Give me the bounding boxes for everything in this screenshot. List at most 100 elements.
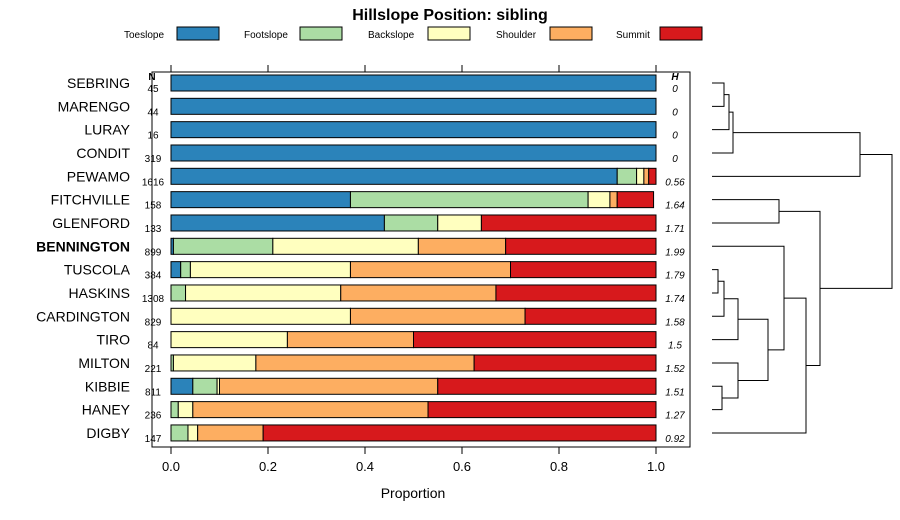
dendrogram-branch <box>738 318 769 381</box>
dendrogram-branch <box>820 153 893 289</box>
n-value-luray: 16 <box>147 131 159 142</box>
h-header: H <box>671 72 679 83</box>
legend: Toeslope Footslope Backslope Shoulder Summit <box>124 26 703 41</box>
bar-tiro-shoulder <box>286 331 414 349</box>
n-value-marengo: 44 <box>147 107 159 118</box>
dendrogram-branch <box>712 94 730 131</box>
h-value-tiro: 1.5 <box>668 341 682 352</box>
row-label-luray: LURAY <box>84 122 130 138</box>
row-label-haskins: HASKINS <box>69 285 130 301</box>
bar-bennington-backslope <box>272 237 419 255</box>
row-label-sebring: SEBRING <box>67 75 130 91</box>
x-tick-label: 0.4 <box>356 459 374 474</box>
bar-condit-toeslope <box>170 144 657 162</box>
legend-swatch-summit <box>659 26 703 41</box>
row-label-haney: HANEY <box>82 402 131 418</box>
n-value-fitchville: 158 <box>145 201 162 212</box>
row-label-glenford: GLENFORD <box>52 215 130 231</box>
x-tick-label: 0.2 <box>259 459 277 474</box>
dendrogram-branch <box>712 132 861 177</box>
bar-sebring-toeslope <box>170 74 657 92</box>
bar-cardington-backslope <box>170 307 351 325</box>
dendrogram <box>712 82 893 434</box>
n-value-bennington: 899 <box>145 247 162 258</box>
h-value-condit: 0 <box>672 154 678 165</box>
bar-tuscola-footslope <box>180 261 191 279</box>
bar-glenford-backslope <box>437 214 482 232</box>
dendrogram-branch <box>712 297 807 434</box>
h-value-haskins: 1.74 <box>665 294 685 305</box>
n-value-haney: 236 <box>145 411 162 422</box>
legend-label-toeslope: Toeslope <box>124 30 164 41</box>
dendrogram-branch <box>712 245 785 351</box>
dendrogram-branch <box>712 362 739 399</box>
legend-swatch-toeslope <box>176 26 220 41</box>
top-tick-marks <box>170 65 657 72</box>
bar-milton-backslope <box>172 354 257 372</box>
bar-fitchville-backslope <box>587 191 611 209</box>
bar-bennington-summit <box>505 237 657 255</box>
bar-cardington-summit <box>524 307 657 325</box>
bar-kibbie-footslope <box>192 377 218 395</box>
bar-fitchville-summit <box>616 191 655 209</box>
n-value-condit: 319 <box>145 154 162 165</box>
dendrogram-branch <box>720 111 734 154</box>
n-value-kibbie: 811 <box>145 387 161 398</box>
bar-digby-footslope <box>170 424 189 442</box>
legend-label-summit: Summit <box>616 30 650 41</box>
legend-label-footslope: Footslope <box>244 30 288 41</box>
bar-kibbie-summit <box>437 377 657 395</box>
h-value-haney: 1.27 <box>665 411 685 422</box>
h-value-digby: 0.92 <box>665 434 685 445</box>
bar-haskins-shoulder <box>340 284 497 302</box>
bar-milton-summit <box>473 354 657 372</box>
bar-glenford-summit <box>480 214 657 232</box>
x-tick-label: 1.0 <box>647 459 665 474</box>
bar-tuscola-summit <box>510 261 657 279</box>
bar-haney-shoulder <box>192 401 429 419</box>
bar-fitchville-shoulder <box>609 191 618 209</box>
bar-pewamo-summit <box>648 167 657 185</box>
legend-swatch-footslope <box>299 26 343 41</box>
row-label-tuscola: TUSCOLA <box>64 262 131 278</box>
bar-bennington-footslope <box>172 237 274 255</box>
x-axis: 0.0 0.2 0.4 0.6 0.8 1.0 <box>162 447 665 474</box>
h-value-marengo: 0 <box>672 107 678 118</box>
chart-title: Hillslope Position: sibling <box>352 7 548 24</box>
bar-cardington-shoulder <box>349 307 526 325</box>
row-label-tiro: TIRO <box>97 332 131 348</box>
bar-milton-shoulder <box>255 354 475 372</box>
n-value-digby: 147 <box>145 434 162 445</box>
x-tick-label: 0.8 <box>550 459 568 474</box>
bar-tiro-backslope <box>170 331 288 349</box>
bar-haney-footslope <box>170 401 179 419</box>
rows: SEBRING 45 0 MARENGO 44 0 LURAY 16 0 CONDIT 319 0 PE… <box>36 74 685 445</box>
bar-glenford-toeslope <box>170 214 385 232</box>
n-header: N <box>148 72 155 83</box>
bar-bennington-shoulder <box>417 237 507 255</box>
h-value-tuscola: 1.79 <box>665 271 685 282</box>
h-value-pewamo: 0.56 <box>665 177 685 188</box>
bar-pewamo-shoulder <box>643 167 650 185</box>
row-label-cardington: CARDINGTON <box>36 308 130 324</box>
dendrogram-branch <box>712 199 780 224</box>
h-value-milton: 1.52 <box>665 364 685 375</box>
bar-tuscola-shoulder <box>349 261 512 279</box>
bar-pewamo-toeslope <box>170 167 618 185</box>
bar-digby-backslope <box>187 424 199 442</box>
legend-label-backslope: Backslope <box>368 30 415 41</box>
h-value-cardington: 1.58 <box>665 317 685 328</box>
bar-tuscola-toeslope <box>170 261 182 279</box>
bar-haskins-summit <box>495 284 657 302</box>
row-label-marengo: MARENGO <box>58 98 130 114</box>
row-label-fitchville: FITCHVILLE <box>51 192 130 208</box>
bar-fitchville-toeslope <box>170 191 351 209</box>
n-value-glenford: 133 <box>145 224 162 235</box>
bar-tuscola-backslope <box>189 261 351 279</box>
bar-glenford-footslope <box>383 214 439 232</box>
legend-label-shoulder: Shoulder <box>496 30 537 41</box>
bar-digby-shoulder <box>197 424 264 442</box>
bar-haskins-footslope <box>170 284 187 302</box>
dendrogram-branch <box>712 385 723 411</box>
